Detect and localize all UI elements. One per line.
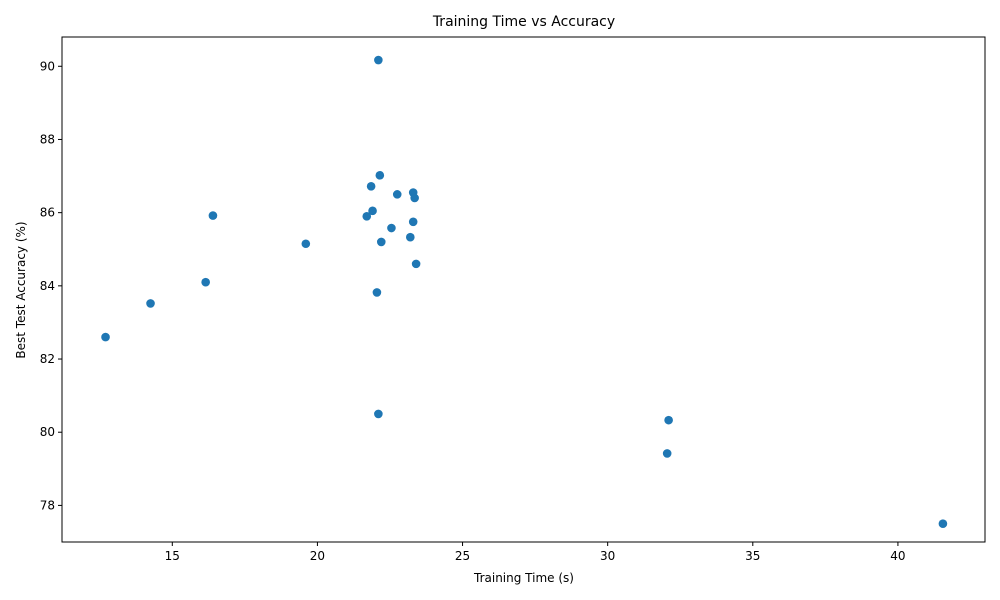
data-point <box>368 206 377 216</box>
y-axis-ticks: 78 80 82 84 86 88 90 <box>40 59 62 512</box>
chart-title: Training Time vs Accuracy <box>432 14 615 30</box>
x-tick-label: 20 <box>310 549 325 563</box>
y-axis-title: Best Test Accuracy (%) <box>14 221 28 358</box>
data-point <box>201 277 210 287</box>
data-point <box>664 415 673 425</box>
y-tick-label: 84 <box>40 279 55 293</box>
x-axis-ticks: 15 20 25 30 35 40 <box>165 542 906 563</box>
data-points <box>101 55 948 528</box>
data-point <box>408 217 418 227</box>
x-tick-label: 30 <box>600 549 615 563</box>
data-point <box>374 409 383 419</box>
data-point <box>410 193 419 203</box>
data-point <box>406 232 415 242</box>
data-point <box>208 211 218 220</box>
y-tick-label: 80 <box>40 425 55 439</box>
data-point <box>366 182 376 191</box>
data-point <box>374 55 383 65</box>
y-tick-label: 90 <box>40 59 55 73</box>
data-point <box>411 259 421 269</box>
x-tick-label: 15 <box>165 549 180 563</box>
data-point <box>372 288 382 297</box>
data-point <box>392 190 402 199</box>
data-point <box>376 237 386 247</box>
data-point <box>938 519 948 528</box>
data-point <box>387 223 396 233</box>
x-tick-label: 35 <box>745 549 760 563</box>
y-tick-label: 82 <box>40 352 55 366</box>
data-point <box>101 332 110 342</box>
data-point <box>362 212 372 221</box>
data-point <box>301 239 311 249</box>
y-tick-label: 88 <box>40 132 55 146</box>
x-tick-label: 25 <box>455 549 470 563</box>
data-point <box>662 449 672 458</box>
data-point <box>146 299 155 308</box>
x-axis-title: Training Time (s) <box>473 571 574 585</box>
y-tick-label: 78 <box>40 498 55 512</box>
data-point <box>375 171 385 180</box>
plot-frame <box>61 36 986 543</box>
x-tick-label: 40 <box>890 549 905 563</box>
y-tick-label: 86 <box>40 206 55 220</box>
